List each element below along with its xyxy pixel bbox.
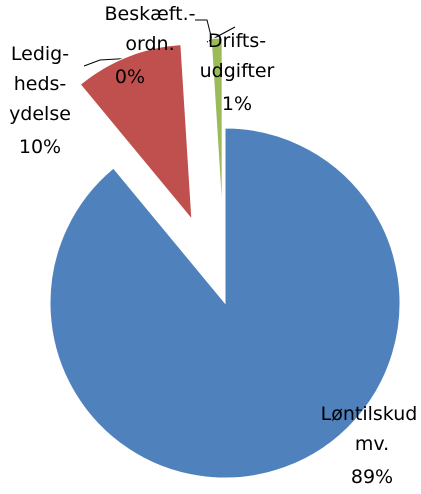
value-label: 0% <box>115 66 145 88</box>
slice-label: Løntilskud mv. <box>321 403 421 455</box>
pie-slice <box>49 127 401 479</box>
slice-label: Beskæft.-ordn. <box>105 3 196 55</box>
value-label: 1% <box>222 93 252 115</box>
pie-slice <box>79 44 193 221</box>
value-label: 89% <box>351 466 393 488</box>
slice-label: Drifts-udgifter <box>200 30 275 82</box>
value-label: 10% <box>19 136 61 158</box>
pie-slice <box>207 38 220 214</box>
leader-line <box>195 19 213 41</box>
pie-slice <box>210 37 223 214</box>
slice-label: Ledig-heds-ydelse <box>9 43 71 125</box>
